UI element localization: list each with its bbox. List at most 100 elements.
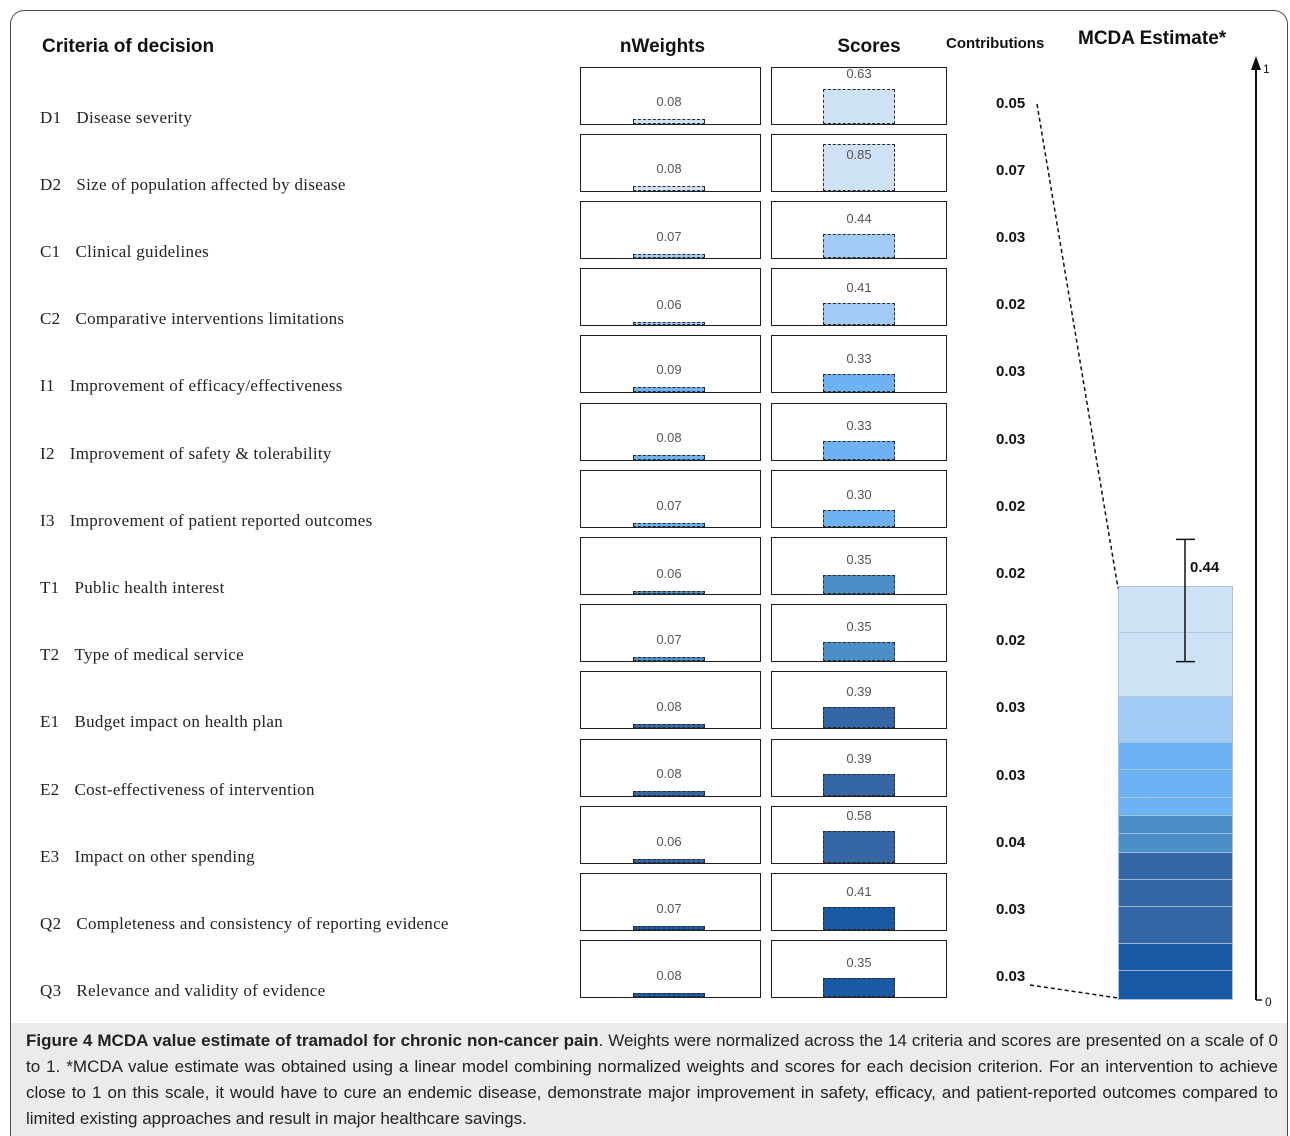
estimate-segment — [1119, 834, 1232, 853]
estimate-segment — [1119, 944, 1232, 972]
criterion-label: E2 Cost-effectiveness of intervention — [40, 780, 315, 800]
criterion-name: Relevance and validity of evidence — [76, 981, 326, 1001]
criterion-label: E1 Budget impact on health plan — [40, 712, 283, 732]
score-bar — [823, 233, 895, 258]
weight-box: 0.07 — [580, 872, 761, 931]
score-box: 0.39 — [771, 738, 947, 797]
score-value-label: 0.41 — [846, 884, 872, 900]
criterion-row: T1 Public health interest 0.06 0.35 0.02 — [0, 536, 1290, 597]
score-box: 0.30 — [771, 469, 947, 528]
score-box: 0.63 — [771, 66, 947, 125]
weight-box: 0.07 — [580, 604, 761, 663]
weight-box: 0.08 — [580, 940, 761, 999]
criterion-name: Improvement of efficacy/effectiveness — [69, 376, 343, 396]
criterion-row: E1 Budget impact on health plan 0.08 0.39 0.… — [0, 671, 1290, 732]
criterion-row: T2 Type of medical service 0.07 0.35 0.02 — [0, 604, 1290, 665]
score-bar — [823, 374, 895, 393]
weight-bar — [633, 522, 705, 527]
score-bar — [823, 510, 895, 527]
weight-box: 0.06 — [580, 805, 761, 864]
estimate-segment — [1119, 816, 1232, 835]
scores-column-header: Scores — [837, 36, 901, 57]
score-bar — [823, 774, 895, 796]
estimate-column-header: MCDA Estimate* — [1078, 28, 1227, 49]
caption-text: . Weights were normalized across the 14 … — [26, 1031, 1278, 1128]
estimate-segment — [1119, 770, 1232, 798]
estimate-segment — [1119, 742, 1232, 771]
score-box: 0.41 — [771, 268, 947, 327]
contribution-value: 0.05 — [996, 94, 1026, 112]
weight-value-label: 0.08 — [656, 698, 682, 714]
score-box: 0.44 — [771, 200, 947, 259]
weight-value-label: 0.07 — [656, 632, 682, 648]
weight-value-label: 0.06 — [656, 565, 682, 581]
score-bar — [823, 706, 895, 729]
score-value-label: 0.39 — [846, 683, 872, 699]
score-bar — [823, 574, 895, 594]
score-box: 0.41 — [771, 872, 947, 931]
criterion-name: Improvement of safety & tolerability — [69, 443, 332, 463]
weight-box: 0.09 — [580, 335, 761, 394]
contribution-value: 0.02 — [996, 497, 1026, 515]
criterion-name: Cost-effectiveness of intervention — [74, 779, 315, 799]
criterion-code: Q2 — [40, 913, 62, 933]
estimate-segment — [1119, 697, 1232, 725]
score-value-label: 0.39 — [846, 751, 872, 767]
score-bar — [823, 830, 895, 863]
contribution-value: 0.02 — [996, 296, 1026, 314]
criterion-code: E3 — [40, 846, 60, 866]
estimate-value-label: 0.44 — [1190, 559, 1220, 577]
criterion-label: E3 Impact on other spending — [40, 847, 255, 867]
criterion-label: Q3 Relevance and validity of evidence — [40, 981, 325, 1001]
weight-bar — [633, 186, 705, 191]
contributions-column-header: Contributions — [946, 35, 1045, 52]
score-value-label: 0.58 — [846, 807, 872, 823]
score-box: 0.39 — [771, 671, 947, 730]
weight-value-label: 0.07 — [656, 901, 682, 917]
caption-label: Figure 4 — [26, 1031, 93, 1050]
contribution-value: 0.02 — [996, 632, 1026, 650]
weight-bar — [633, 657, 705, 662]
criterion-code: C1 — [40, 241, 61, 261]
score-value-label: 0.33 — [846, 351, 872, 367]
criterion-name: Type of medical service — [74, 645, 244, 665]
weight-bar — [633, 723, 705, 729]
criterion-code: I3 — [40, 510, 55, 530]
weight-box: 0.08 — [580, 671, 761, 730]
weight-value-label: 0.06 — [656, 296, 682, 312]
criterion-row: I1 Improvement of efficacy/effectiveness 0… — [0, 335, 1290, 396]
score-box: 0.35 — [771, 940, 947, 999]
weight-bar — [633, 992, 705, 998]
criterion-row: E3 Impact on other spending 0.06 0.58 0.04 — [0, 805, 1290, 867]
criterion-label: I1 Improvement of efficacy/effectiveness — [40, 376, 343, 396]
weight-bar — [633, 119, 705, 124]
estimate-segment — [1119, 852, 1232, 880]
contribution-value: 0.07 — [996, 161, 1026, 179]
score-value-label: 0.33 — [846, 418, 872, 434]
estimate-segment — [1119, 971, 1232, 999]
criterion-code: D1 — [40, 107, 62, 127]
criterion-code: D2 — [40, 174, 62, 194]
criterion-row: Q3 Relevance and validity of evidence 0.08… — [0, 940, 1290, 1001]
estimate-segment — [1119, 797, 1232, 816]
score-box: 0.33 — [771, 402, 947, 461]
weight-bar — [633, 926, 705, 930]
weight-box: 0.07 — [580, 469, 761, 528]
estimate-segment — [1119, 907, 1232, 945]
caption-background — [11, 1023, 1287, 1136]
criterion-row: I3 Improvement of patient reported outcom… — [0, 469, 1290, 531]
weight-box: 0.08 — [580, 402, 761, 461]
contribution-value: 0.03 — [996, 900, 1026, 918]
criterion-row: C1 Clinical guidelines 0.07 0.44 0.03 — [0, 200, 1290, 261]
score-value-label: 0.35 — [846, 551, 872, 567]
caption-title: MCDA value estimate of tramadol for chro… — [97, 1031, 599, 1050]
criterion-label: I3 Improvement of patient reported outcom… — [40, 511, 373, 531]
weight-bar — [633, 254, 705, 258]
weight-bar — [633, 791, 705, 796]
axis-max-label: 1 — [1263, 62, 1270, 76]
score-box: 0.35 — [771, 536, 947, 595]
criterion-name: Clinical guidelines — [75, 241, 210, 261]
criterion-name: Improvement of patient reported outcomes — [69, 510, 373, 530]
score-value-label: 0.41 — [846, 279, 872, 295]
weight-value-label: 0.09 — [656, 362, 682, 378]
